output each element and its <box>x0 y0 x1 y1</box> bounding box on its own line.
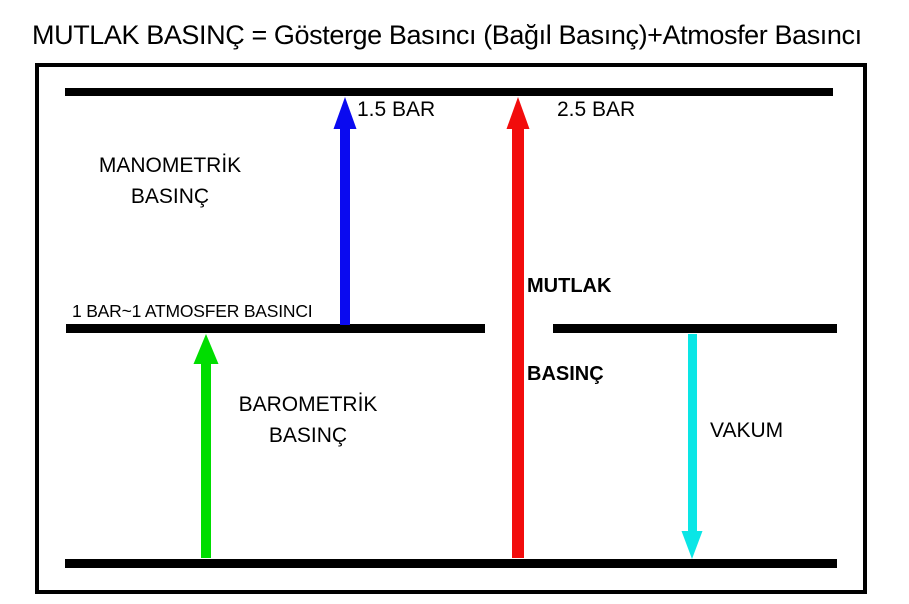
arrow-up-icon <box>333 97 357 129</box>
absolute-pressure-arrow <box>506 97 530 558</box>
atmosphere-reference-label: 1 BAR~1 ATMOSFER BASINCI <box>72 301 313 321</box>
barometric-pressure-arrow <box>193 334 219 558</box>
barometric-label-line2: BASINÇ <box>268 424 348 447</box>
atmospheric-pressure-line-left <box>66 324 485 333</box>
vacuum-label: VAKUM <box>710 419 784 442</box>
arrow-shaft <box>512 127 524 558</box>
arrow-shaft <box>688 334 697 533</box>
atmospheric-pressure-line-right <box>553 324 837 333</box>
absolute-pressure-label-line2: BASINÇ <box>527 363 604 385</box>
arrow-up-icon <box>506 97 530 129</box>
absolute-pressure-label-line1: MUTLAK <box>527 275 612 297</box>
manometric-pressure-arrow <box>333 97 357 325</box>
absolute-zero-pressure-line <box>65 559 837 568</box>
arrow-shaft <box>201 362 211 558</box>
barometric-pressure-label: BAROMETRİK BASINÇ <box>208 389 408 451</box>
vacuum-arrow <box>681 334 703 559</box>
manometric-pressure-label: MANOMETRİK BASINÇ <box>70 150 270 212</box>
manometric-label-line2: BASINÇ <box>130 185 210 208</box>
arrow-down-icon <box>681 531 703 559</box>
diagram-title: MUTLAK BASINÇ = Gösterge Basıncı (Bağıl … <box>32 20 862 50</box>
absolute-pressure-value-label: 2.5 BAR <box>557 98 636 121</box>
max-pressure-reference-line <box>65 88 833 96</box>
arrow-up-icon <box>193 334 219 364</box>
gauge-pressure-value-label: 1.5 BAR <box>357 98 436 121</box>
barometric-label-line1: BAROMETRİK <box>238 393 378 416</box>
arrow-shaft <box>340 127 350 325</box>
manometric-label-line1: MANOMETRİK <box>98 154 242 177</box>
